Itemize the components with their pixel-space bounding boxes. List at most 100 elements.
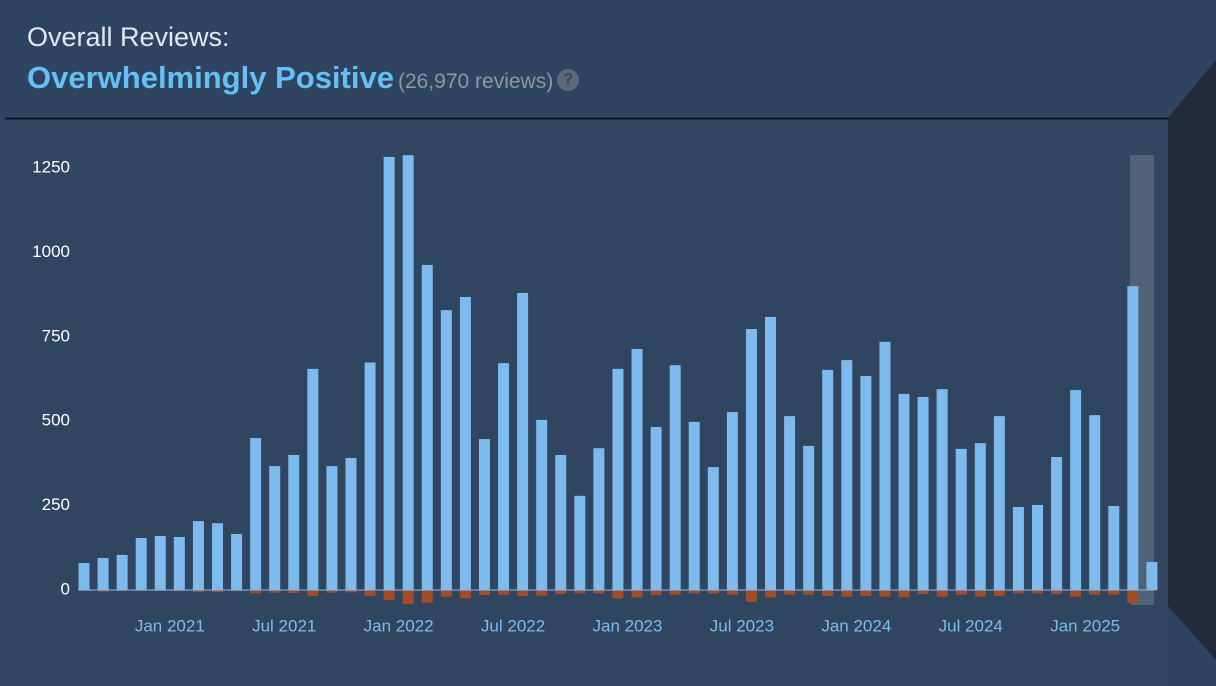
reviews-label: Overall Reviews: bbox=[27, 22, 230, 52]
bar bbox=[536, 590, 548, 596]
bar bbox=[688, 590, 700, 594]
bar bbox=[860, 375, 872, 590]
bar bbox=[345, 457, 357, 590]
bar bbox=[936, 389, 948, 590]
bar bbox=[898, 590, 910, 598]
bar bbox=[135, 538, 147, 590]
chart-background bbox=[0, 119, 1170, 686]
bar bbox=[250, 438, 262, 590]
bar bbox=[498, 590, 510, 595]
bar bbox=[1108, 590, 1120, 595]
bar bbox=[650, 426, 662, 590]
review-summary-line: Overwhelmingly Positive (26,970 reviews)? bbox=[27, 60, 580, 96]
y-tick-label: 750 bbox=[42, 326, 70, 345]
bar bbox=[1089, 415, 1101, 590]
bar bbox=[593, 590, 605, 594]
bar bbox=[250, 590, 262, 594]
bar bbox=[478, 439, 490, 590]
bar bbox=[440, 590, 452, 597]
bar bbox=[173, 536, 185, 590]
bar bbox=[765, 316, 777, 590]
bar bbox=[841, 590, 853, 597]
y-tick-label: 1250 bbox=[32, 157, 70, 176]
bar bbox=[993, 590, 1005, 597]
bar bbox=[631, 590, 643, 598]
bar bbox=[1032, 590, 1043, 594]
bar bbox=[154, 535, 166, 590]
bar bbox=[498, 363, 510, 590]
bar bbox=[1089, 590, 1101, 595]
bar bbox=[745, 590, 757, 602]
bar bbox=[555, 590, 567, 595]
bar bbox=[650, 590, 662, 596]
bar bbox=[307, 590, 319, 597]
bar bbox=[192, 590, 204, 593]
bar bbox=[612, 368, 624, 590]
bar bbox=[879, 590, 891, 597]
bar bbox=[1012, 590, 1024, 594]
bar bbox=[402, 155, 414, 590]
bar bbox=[822, 590, 834, 597]
bar bbox=[612, 590, 624, 599]
bar bbox=[1070, 390, 1082, 590]
bar bbox=[574, 495, 586, 590]
bar bbox=[269, 590, 281, 593]
bar bbox=[307, 368, 319, 590]
bar bbox=[669, 590, 681, 595]
bar bbox=[421, 590, 433, 603]
bar bbox=[688, 421, 700, 590]
x-tick-label: Jan 2023 bbox=[593, 616, 663, 635]
bar bbox=[726, 412, 738, 590]
bar bbox=[192, 521, 204, 590]
bar bbox=[364, 590, 376, 597]
bar bbox=[288, 454, 300, 590]
bar bbox=[917, 590, 929, 595]
bar bbox=[784, 416, 796, 590]
bar bbox=[440, 310, 452, 590]
bar bbox=[536, 419, 548, 590]
side-corner bbox=[1168, 606, 1216, 686]
bar bbox=[211, 590, 223, 593]
bar bbox=[1108, 505, 1120, 590]
bar bbox=[765, 590, 777, 598]
bar bbox=[383, 590, 395, 601]
bar bbox=[745, 329, 757, 590]
bar bbox=[1127, 590, 1139, 603]
bar bbox=[1051, 590, 1063, 595]
help-icon[interactable]: ? bbox=[557, 69, 580, 91]
bar bbox=[555, 454, 567, 590]
bar bbox=[822, 369, 834, 590]
x-tick-label: Jul 2022 bbox=[481, 616, 545, 635]
y-tick-label: 1000 bbox=[32, 242, 70, 261]
review-count: (26,970 reviews) bbox=[397, 70, 554, 93]
x-tick-label: Jan 2021 bbox=[135, 616, 205, 635]
bar bbox=[1146, 561, 1158, 590]
bar bbox=[803, 445, 815, 590]
bar bbox=[1051, 456, 1063, 590]
bar bbox=[383, 156, 395, 591]
bar bbox=[707, 467, 719, 590]
review-header: Overall Reviews: Overwhelmingly Positive… bbox=[27, 20, 580, 96]
bar bbox=[288, 590, 300, 594]
bar bbox=[364, 362, 376, 590]
bar bbox=[1127, 286, 1139, 590]
bar bbox=[631, 348, 643, 590]
bar bbox=[803, 590, 815, 595]
bar bbox=[326, 466, 338, 590]
bar bbox=[1032, 504, 1043, 590]
bar bbox=[421, 264, 433, 590]
x-tick-label: Jan 2025 bbox=[1050, 616, 1120, 635]
bar bbox=[593, 448, 605, 590]
bar bbox=[517, 292, 529, 590]
bar bbox=[898, 393, 910, 590]
bar bbox=[326, 590, 338, 593]
bar bbox=[974, 590, 986, 597]
bar bbox=[459, 590, 471, 599]
bar bbox=[1070, 590, 1082, 597]
x-tick-label: Jan 2024 bbox=[821, 616, 891, 635]
bar bbox=[97, 590, 109, 592]
bar bbox=[97, 557, 109, 590]
x-tick-label: Jul 2021 bbox=[252, 616, 316, 635]
